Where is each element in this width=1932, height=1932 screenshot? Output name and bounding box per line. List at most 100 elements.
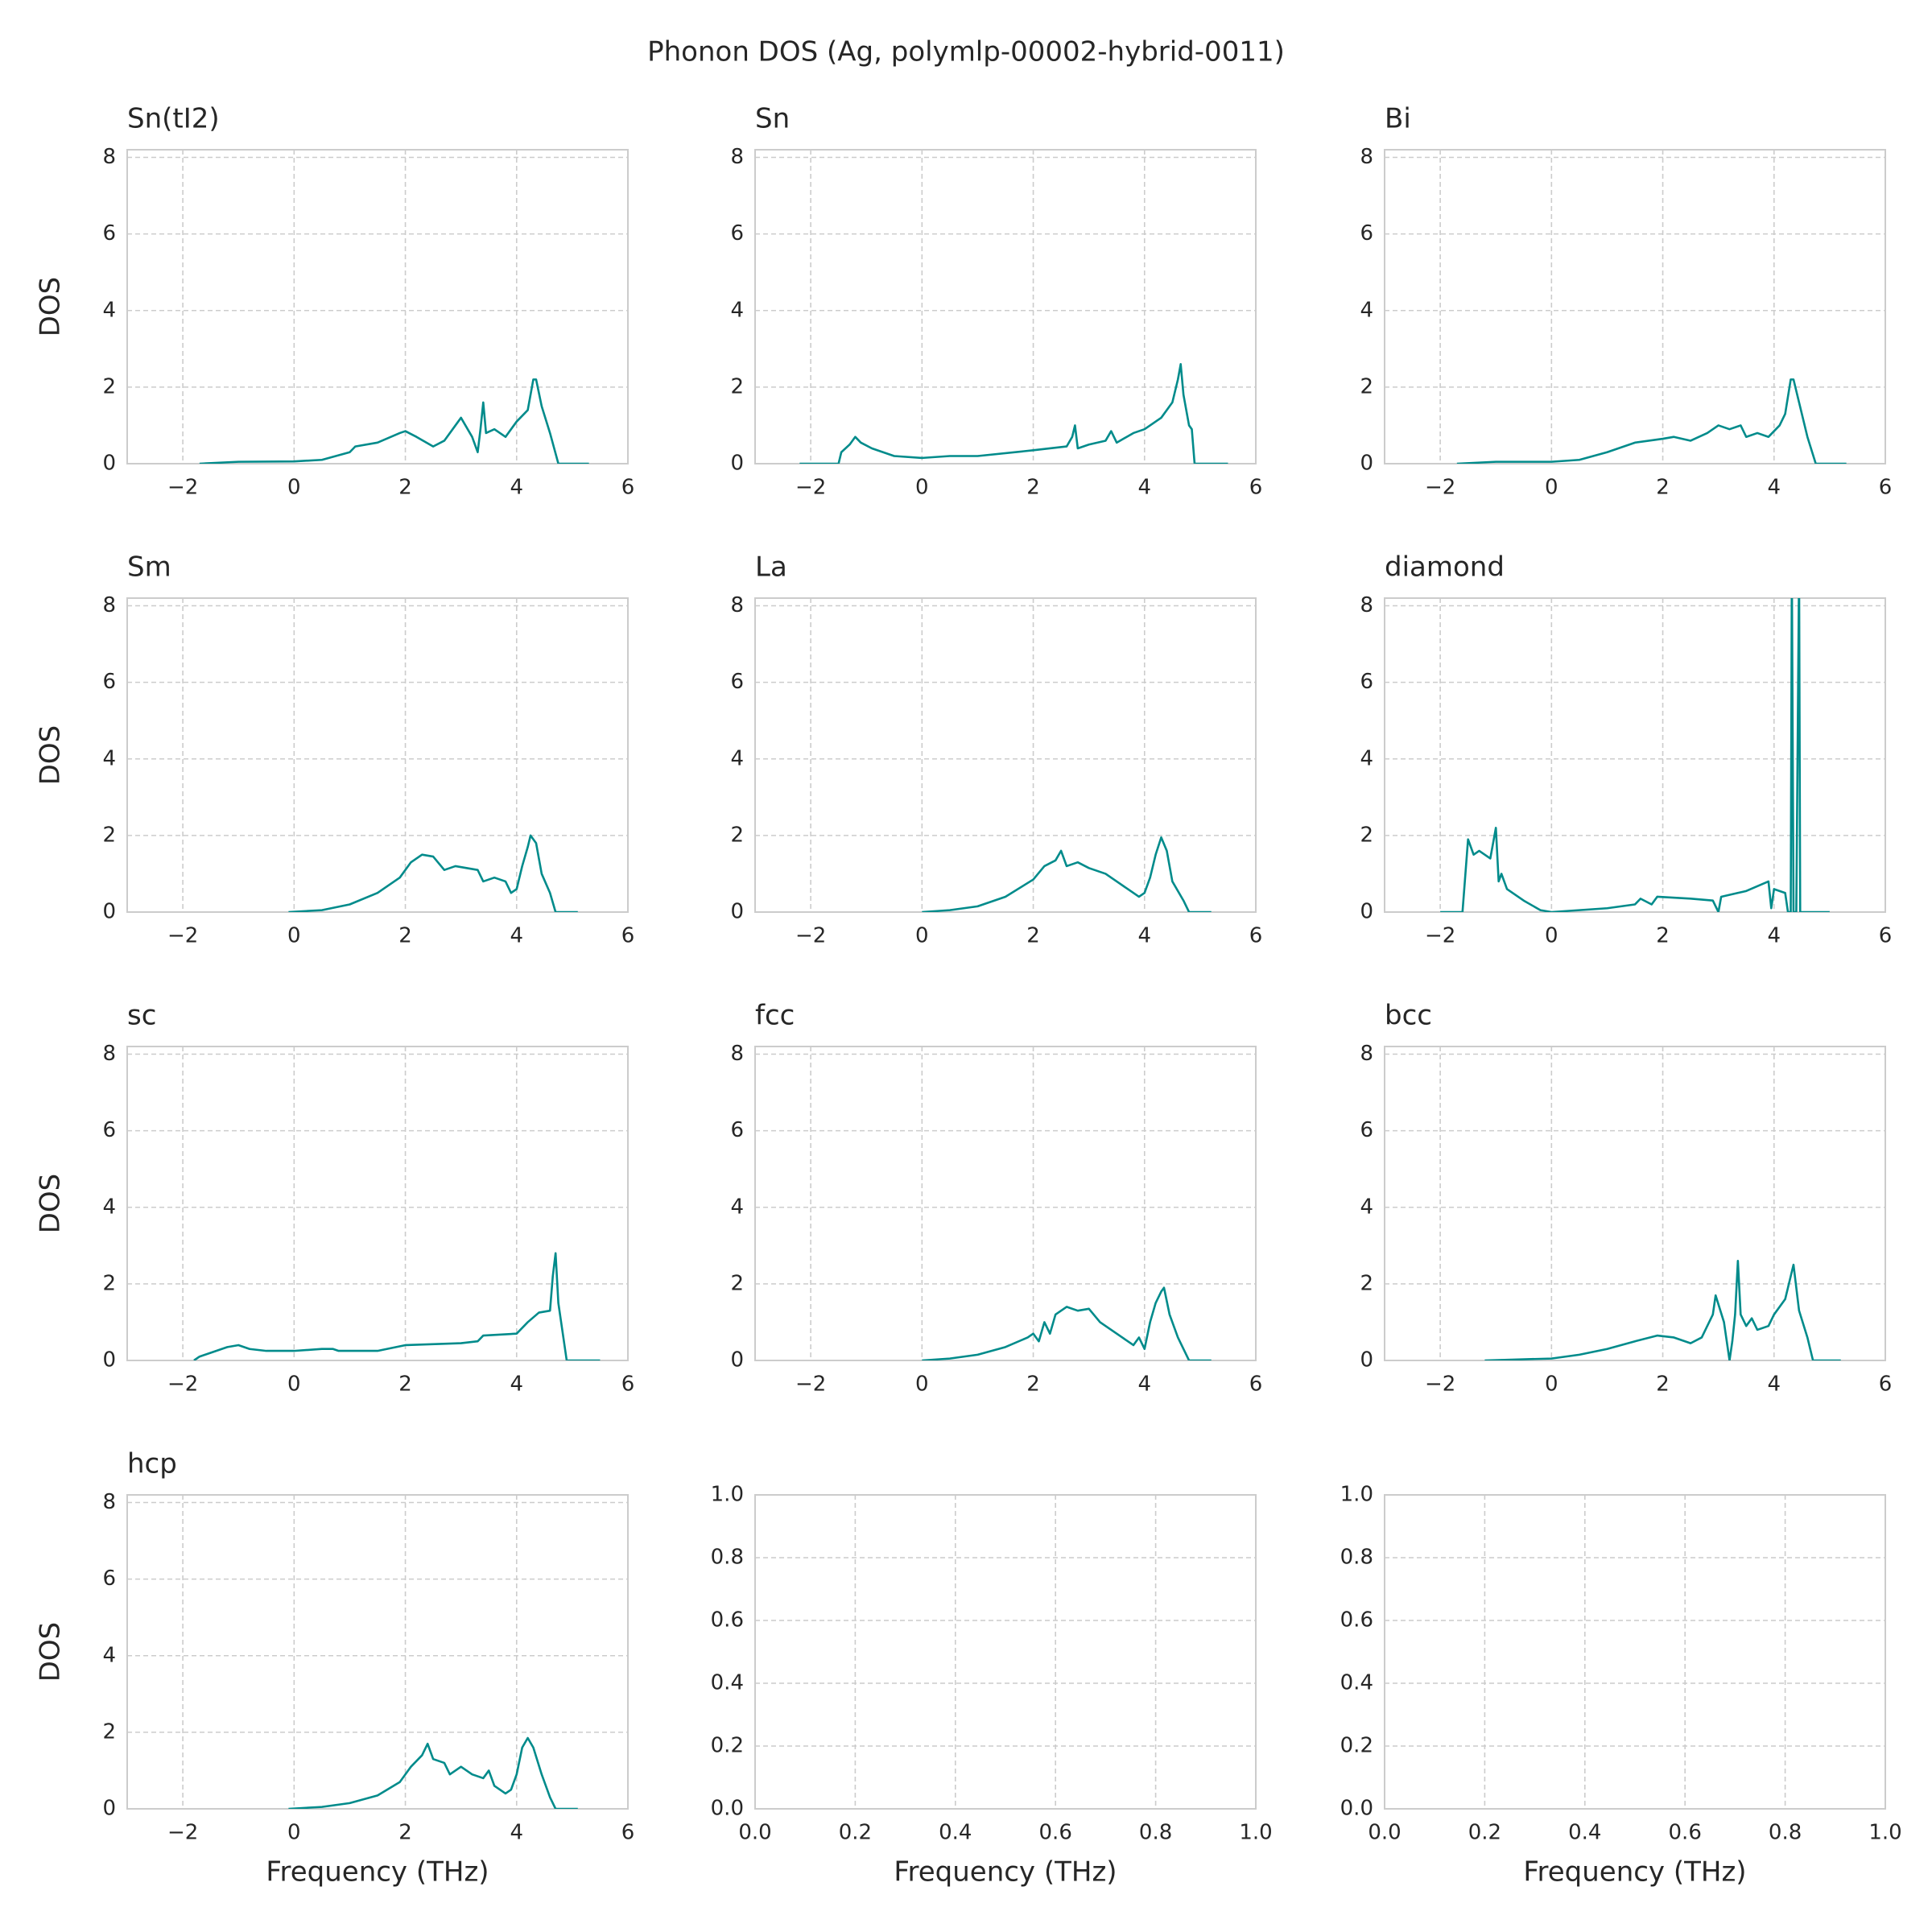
x-tick-label: 0.6 [1039,1821,1072,1845]
y-tick-label: 6 [1360,221,1373,246]
y-tick-label: 4 [102,746,116,770]
y-tick-label: 8 [102,593,116,617]
subplot-title: Bi [1385,103,1411,135]
y-tick-label: 0.4 [1340,1671,1373,1695]
x-tick-label: 0 [287,1373,301,1397]
x-tick-label: 0.4 [939,1821,972,1845]
dos-line [1456,378,1847,464]
x-axis-label: Frequency (THz) [266,1856,489,1889]
y-tick-label: 0.2 [1340,1734,1373,1758]
y-tick-label: 0 [730,900,744,924]
subplot-title: La [755,551,787,584]
y-tick-label: 4 [102,1195,116,1219]
y-tick-label: 8 [1360,145,1373,169]
dos-line [288,1736,578,1809]
x-tick-label: 0.6 [1669,1821,1702,1845]
x-tick-label: 4 [510,1821,524,1845]
x-tick-label: 0 [915,924,929,948]
x-tick-label: 2 [398,1373,412,1397]
y-tick-label: 2 [1360,374,1373,398]
x-tick-label: 0 [1545,1373,1558,1397]
axes-frame [126,597,629,913]
x-tick-label: 6 [1249,476,1263,500]
y-tick-label: 6 [102,670,116,694]
y-tick-label: 4 [1360,1195,1373,1219]
x-tick-label: 2 [1656,924,1670,948]
x-tick-label: 0 [287,476,301,500]
x-tick-label: −2 [167,1373,198,1397]
y-tick-label: 4 [102,298,116,322]
y-tick-label: 2 [102,1719,116,1744]
y-tick-label: 4 [1360,298,1373,322]
y-tick-label: 8 [102,145,116,169]
y-tick-label: 8 [730,593,744,617]
subplot-title: hcp [127,1448,177,1480]
x-tick-label: 6 [1249,924,1263,948]
y-tick-label: 0 [730,1348,744,1373]
y-tick-label: 0.6 [711,1608,744,1633]
y-tick-label: 0 [102,1797,116,1821]
dos-line [922,1286,1212,1360]
x-tick-label: 6 [1879,476,1893,500]
x-tick-label: 2 [1026,924,1040,948]
y-tick-label: 0 [1360,900,1373,924]
x-tick-label: 4 [510,1373,524,1397]
subplot-title: Sn(tI2) [127,103,220,135]
x-tick-label: 4 [510,924,524,948]
y-tick-label: 2 [730,823,744,847]
x-tick-label: 0 [1545,476,1558,500]
dos-line [1440,598,1830,912]
dos-line [1484,1260,1841,1360]
dos-line [922,836,1212,912]
y-tick-label: 8 [1360,1042,1373,1066]
x-tick-label: 1.0 [1239,1821,1272,1845]
y-tick-label: 0.2 [711,1734,744,1758]
x-tick-label: 0.0 [1368,1821,1401,1845]
y-tick-label: 0.0 [1340,1797,1373,1821]
y-tick-label: 2 [102,374,116,398]
x-tick-label: 0.4 [1568,1821,1601,1845]
y-tick-label: 2 [102,823,116,847]
y-tick-label: 2 [1360,1271,1373,1295]
y-tick-label: 4 [1360,746,1373,770]
x-tick-label: 0.2 [1468,1821,1501,1845]
y-tick-label: 2 [730,374,744,398]
x-tick-label: 0.8 [1769,1821,1802,1845]
x-tick-label: 0 [1545,924,1558,948]
axes-frame [754,597,1257,913]
x-tick-label: 4 [1138,1373,1152,1397]
y-tick-label: 0.6 [1340,1608,1373,1633]
axes-frame [754,1046,1257,1361]
y-tick-label: 8 [730,145,744,169]
axes-frame [754,1494,1257,1810]
x-tick-label: 2 [398,924,412,948]
x-tick-label: 0 [915,1373,929,1397]
axes-frame [126,1494,629,1810]
y-tick-label: 2 [1360,823,1373,847]
x-tick-label: −2 [795,924,826,948]
y-tick-label: 0 [730,452,744,476]
x-tick-label: 6 [1249,1373,1263,1397]
y-tick-label: 4 [730,1195,744,1219]
y-tick-label: 6 [730,221,744,246]
subplot-title: bcc [1385,1000,1432,1032]
x-tick-label: −2 [167,924,198,948]
y-tick-label: 4 [102,1643,116,1667]
y-tick-label: 6 [102,1118,116,1142]
y-tick-label: 8 [102,1042,116,1066]
axes-frame [754,149,1257,464]
y-tick-label: 0.4 [711,1671,744,1695]
y-tick-label: 6 [102,1567,116,1591]
x-tick-label: 6 [1879,1373,1893,1397]
x-tick-label: 2 [398,476,412,500]
x-tick-label: 6 [1879,924,1893,948]
y-tick-label: 0 [1360,452,1373,476]
x-tick-label: 6 [621,1373,635,1397]
x-tick-label: 4 [1138,924,1152,948]
axes-frame [1384,1494,1886,1810]
y-tick-label: 8 [1360,593,1373,617]
x-tick-label: 6 [621,924,635,948]
y-tick-label: 8 [102,1490,116,1514]
dos-line [199,378,589,464]
